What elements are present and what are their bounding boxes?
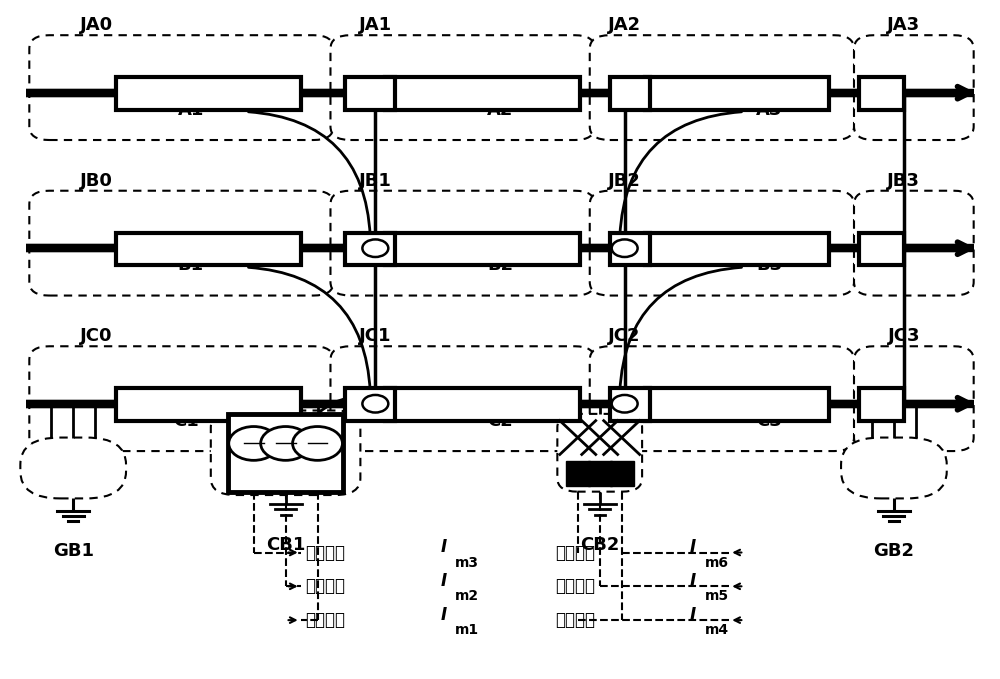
Text: m2: m2 — [455, 589, 479, 604]
FancyBboxPatch shape — [211, 411, 360, 495]
Text: JA1: JA1 — [359, 16, 392, 34]
Bar — [859, 388, 904, 421]
Bar — [345, 388, 395, 421]
Bar — [645, 233, 829, 265]
FancyBboxPatch shape — [330, 346, 595, 451]
Text: I: I — [689, 538, 696, 556]
Text: B3: B3 — [756, 256, 782, 274]
Circle shape — [612, 240, 638, 257]
Text: I: I — [689, 572, 696, 590]
Bar — [385, 77, 580, 109]
Text: JA2: JA2 — [608, 16, 641, 34]
Text: JB1: JB1 — [359, 172, 392, 189]
FancyBboxPatch shape — [841, 437, 947, 498]
Bar — [859, 77, 904, 109]
Text: I: I — [440, 572, 446, 590]
FancyBboxPatch shape — [854, 346, 974, 451]
FancyBboxPatch shape — [20, 437, 126, 498]
Text: I: I — [689, 606, 696, 624]
Circle shape — [362, 240, 388, 257]
Bar — [610, 388, 650, 421]
Text: JB2: JB2 — [608, 172, 641, 189]
FancyBboxPatch shape — [330, 191, 595, 295]
Bar — [566, 460, 590, 486]
Circle shape — [612, 395, 638, 413]
Bar — [116, 77, 301, 109]
Text: I: I — [440, 606, 446, 624]
Text: JC2: JC2 — [608, 327, 641, 345]
Text: 采集电流: 采集电流 — [555, 543, 595, 562]
Text: CB1: CB1 — [266, 536, 305, 553]
FancyBboxPatch shape — [29, 191, 333, 295]
Text: B2: B2 — [487, 256, 513, 274]
FancyBboxPatch shape — [854, 191, 974, 295]
FancyBboxPatch shape — [854, 35, 974, 140]
Text: GB1: GB1 — [53, 543, 94, 560]
Bar — [645, 388, 829, 421]
Text: I: I — [440, 538, 446, 556]
Text: m5: m5 — [704, 589, 729, 604]
Text: JB3: JB3 — [887, 172, 920, 189]
Text: JA0: JA0 — [80, 16, 113, 34]
Text: B1: B1 — [178, 256, 204, 274]
Text: m1: m1 — [455, 623, 479, 638]
Text: CB2: CB2 — [580, 536, 619, 553]
Text: 采集电流: 采集电流 — [555, 611, 595, 629]
FancyBboxPatch shape — [590, 191, 854, 295]
Text: 采集电流: 采集电流 — [306, 543, 346, 562]
Text: JC3: JC3 — [888, 327, 920, 345]
Bar — [385, 388, 580, 421]
Text: JB0: JB0 — [80, 172, 113, 189]
Circle shape — [261, 426, 311, 460]
Text: m4: m4 — [704, 623, 729, 638]
Text: 采集电流: 采集电流 — [306, 611, 346, 629]
Bar — [345, 233, 395, 265]
Text: 采集电流: 采集电流 — [306, 577, 346, 595]
Bar — [116, 388, 301, 421]
Text: m6: m6 — [704, 555, 728, 570]
FancyBboxPatch shape — [29, 35, 333, 140]
Text: A1: A1 — [178, 100, 204, 119]
Bar — [345, 77, 395, 109]
Bar — [610, 77, 650, 109]
Text: GB2: GB2 — [873, 543, 914, 560]
Text: C3: C3 — [756, 411, 782, 430]
Circle shape — [293, 426, 342, 460]
Text: A2: A2 — [487, 100, 513, 119]
Text: JA3: JA3 — [887, 16, 920, 34]
Circle shape — [229, 426, 279, 460]
FancyBboxPatch shape — [330, 35, 595, 140]
Bar — [610, 460, 634, 486]
Circle shape — [362, 395, 388, 413]
Text: C1: C1 — [173, 411, 199, 430]
Bar — [610, 233, 650, 265]
Text: C2: C2 — [487, 411, 513, 430]
Bar — [588, 460, 612, 486]
Bar — [645, 77, 829, 109]
Bar — [859, 233, 904, 265]
Bar — [228, 414, 343, 492]
FancyBboxPatch shape — [557, 414, 642, 492]
Text: 采集电流: 采集电流 — [555, 577, 595, 595]
FancyBboxPatch shape — [590, 35, 854, 140]
Text: A3: A3 — [756, 100, 782, 119]
Text: JC0: JC0 — [80, 327, 112, 345]
FancyBboxPatch shape — [590, 346, 854, 451]
Bar — [116, 233, 301, 265]
Text: JC1: JC1 — [359, 327, 392, 345]
Bar — [385, 233, 580, 265]
Text: m3: m3 — [455, 555, 479, 570]
FancyBboxPatch shape — [29, 346, 333, 451]
